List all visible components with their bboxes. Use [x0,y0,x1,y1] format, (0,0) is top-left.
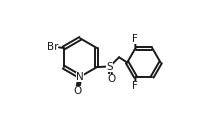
Text: O: O [73,86,81,96]
Text: O: O [107,74,115,85]
Text: F: F [132,81,138,91]
Text: Br: Br [47,42,59,52]
Text: N: N [76,72,84,82]
Text: F: F [132,34,138,44]
Text: S: S [107,62,113,72]
